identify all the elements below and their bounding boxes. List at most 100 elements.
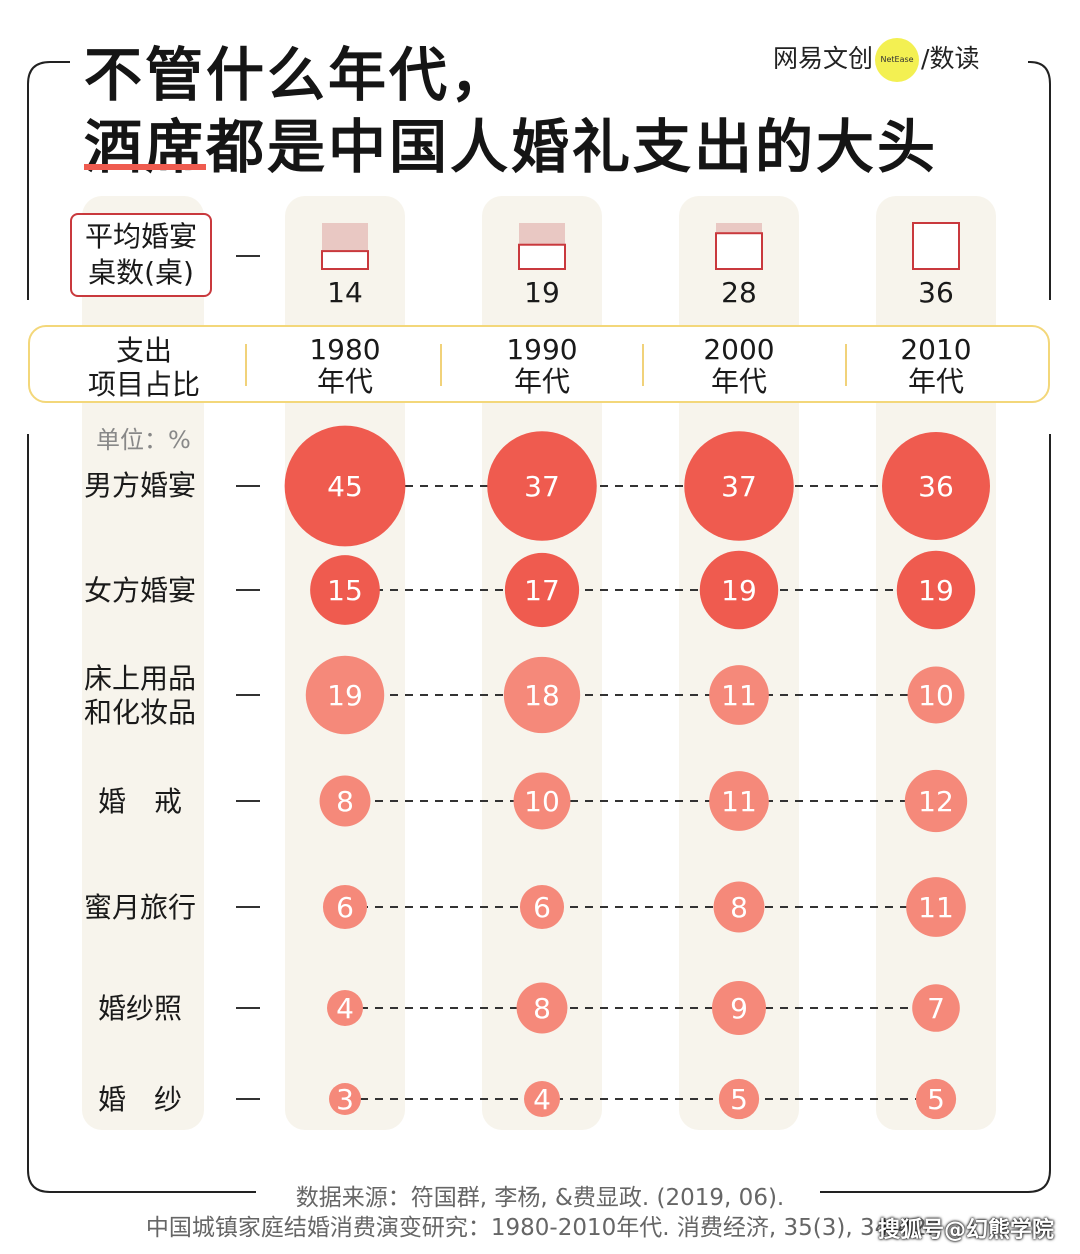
brand-slash: / <box>921 44 930 73</box>
bubble-value: 10 <box>918 679 954 712</box>
bubble <box>524 1081 560 1117</box>
row-label-line1: 男方婚宴 <box>84 469 197 502</box>
bubble <box>713 881 765 933</box>
brand-name: 网易文创 <box>773 44 874 73</box>
era-year: 2010 <box>900 333 972 366</box>
bubble <box>882 432 990 540</box>
bubble <box>327 990 363 1026</box>
table-box <box>518 243 566 271</box>
avg-tables-label-line1: 平均婚宴 <box>84 220 197 253</box>
bubble <box>310 555 380 625</box>
row-label-line2: 和化妆品 <box>84 696 197 729</box>
brand-dot: NetEase <box>875 38 920 82</box>
brand-logo: 网易文创 NetEase/数读 <box>773 38 979 82</box>
bubble <box>718 1078 760 1120</box>
avg-tables-label: 平均婚宴 桌数(桌) <box>70 213 212 297</box>
row-label-line1: 婚 纱 <box>98 1083 183 1116</box>
bubble-value: 6 <box>336 891 354 924</box>
bubble-value: 4 <box>533 1083 551 1116</box>
bubble-value: 19 <box>918 574 954 607</box>
bubble-value: 45 <box>327 470 363 503</box>
bubble-value: 8 <box>730 891 748 924</box>
bubble <box>519 884 565 930</box>
bubble-value: 12 <box>918 785 954 818</box>
bubble-value: 11 <box>721 785 757 818</box>
row-label-line1: 婚 戒 <box>98 785 183 818</box>
row-label-wedding-photo: 婚纱照 <box>84 992 218 1026</box>
bubble-value: 36 <box>918 470 954 503</box>
era-1990: 1990 年代 <box>482 334 602 398</box>
bubble <box>712 981 766 1035</box>
bubble-value: 18 <box>524 679 560 712</box>
row-label-bedding-cosmetics: 床上用品 和化妆品 <box>84 662 204 730</box>
bubble-value: 17 <box>524 574 560 607</box>
era-suffix: 年代 <box>513 365 570 398</box>
bubble <box>684 431 794 541</box>
bubble-value: 19 <box>721 574 757 607</box>
category-label-line2: 项目占比 <box>87 368 200 401</box>
table-count: 28 <box>721 276 757 309</box>
bubble <box>322 884 368 930</box>
table-box <box>912 222 960 270</box>
bubble-value: 5 <box>730 1083 748 1116</box>
bubble-value: 37 <box>524 470 560 503</box>
category-label-line1: 支出 <box>115 334 172 367</box>
table-count: 19 <box>524 276 560 309</box>
table-count: 36 <box>918 276 954 309</box>
bubble <box>709 771 769 831</box>
bubble-value: 9 <box>730 992 748 1025</box>
bubble <box>912 984 960 1032</box>
bubble-value: 15 <box>327 574 363 607</box>
bubble <box>305 655 385 735</box>
row-label-line1: 蜜月旅行 <box>84 891 197 924</box>
era-separator <box>642 344 644 386</box>
bubble <box>503 656 581 734</box>
table-box <box>321 250 369 271</box>
bubble <box>513 772 571 830</box>
bubble-value: 11 <box>721 679 757 712</box>
era-separator <box>845 344 847 386</box>
source-line-2: 中国城镇家庭结婚消费演变研究：1980-2010年代. 消费经济, 35(3),… <box>145 1215 935 1241</box>
era-1980: 1980 年代 <box>285 334 405 398</box>
bubble-value: 37 <box>721 470 757 503</box>
bubble <box>896 550 976 630</box>
bubble-value: 5 <box>927 1083 945 1116</box>
row-label-ring: 婚 戒 <box>84 785 218 819</box>
bubble-value: 6 <box>533 891 551 924</box>
bubble <box>284 425 406 547</box>
bubble-value: 10 <box>524 785 560 818</box>
bubble-value: 7 <box>927 992 945 1025</box>
row-label-wedding-dress: 婚 纱 <box>84 1083 218 1117</box>
title-line-2: 酒席都是中国人婚礼支出的大头 <box>84 113 939 181</box>
bubble-value: 8 <box>533 992 551 1025</box>
era-suffix: 年代 <box>710 365 767 398</box>
era-suffix: 年代 <box>907 365 964 398</box>
title-underline <box>84 164 206 170</box>
era-year: 1980 <box>309 333 381 366</box>
bubble <box>906 877 966 937</box>
bubble <box>329 1083 361 1115</box>
bubble-value: 4 <box>336 992 354 1025</box>
title-line-1: 不管什么年代， <box>84 41 512 109</box>
row-label-line1: 女方婚宴 <box>84 574 197 607</box>
bubble <box>699 550 779 630</box>
era-separator <box>440 344 442 386</box>
bubble-value: 3 <box>336 1083 354 1116</box>
bubble <box>904 769 968 833</box>
table-count: 14 <box>327 276 363 309</box>
bubble <box>907 666 965 724</box>
row-label-honeymoon: 蜜月旅行 <box>84 891 204 925</box>
era-2010: 2010 年代 <box>876 334 996 398</box>
tables-row-dash <box>236 255 260 257</box>
era-2000: 2000 年代 <box>679 334 799 398</box>
bubble-value: 19 <box>327 679 363 712</box>
bubble <box>915 1078 957 1120</box>
category-label: 支出 项目占比 <box>84 334 204 402</box>
table-box <box>715 232 763 271</box>
bubble <box>516 982 568 1034</box>
bubble <box>504 552 580 628</box>
unit-label: 单位：% <box>96 426 191 454</box>
era-suffix: 年代 <box>316 365 373 398</box>
